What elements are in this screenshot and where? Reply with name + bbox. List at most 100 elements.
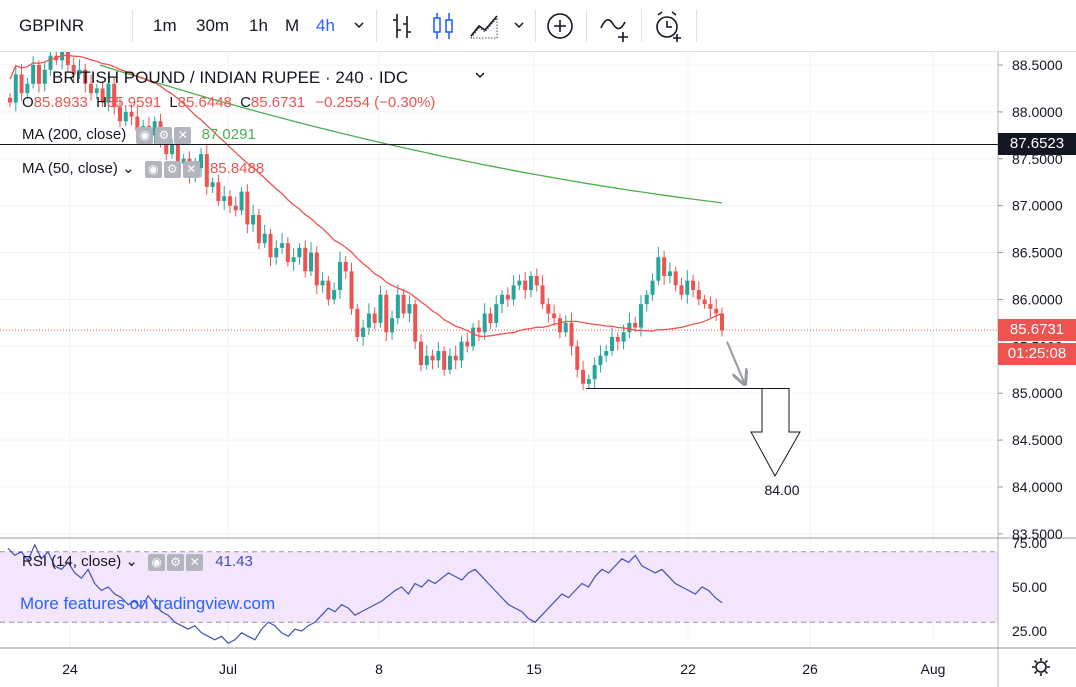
price-tick-label: 87.0000 [1012,198,1063,214]
price-tick-label: 88.0000 [1012,104,1063,120]
eye-icon[interactable]: ◉ [136,127,154,145]
add-indicator-icon[interactable] [546,0,576,52]
target-arrow-icon [750,388,801,478]
ma50-line [9,54,723,338]
candle [222,196,227,201]
interval-1h[interactable]: 1h [249,16,268,35]
candle [476,327,481,333]
toolbar-divider [696,10,697,42]
candle [511,285,516,300]
ma200-legend[interactable]: MA (200, close) ◉ ⚙ ✕ 87.0291 [22,126,256,145]
target-label: 84.00 [764,482,799,498]
ma200-label: MA (200, close) [22,126,127,143]
chevron-down-icon[interactable] [513,0,525,52]
candle [135,116,140,131]
candle [615,336,620,342]
candle [94,88,99,94]
interval-30m[interactable]: 30m [196,16,230,35]
candle [366,313,371,328]
candle [430,355,435,361]
low-value: 85.6448 [177,94,232,111]
change-value: −0.2554 (−0.30%) [315,94,436,111]
price-tick-label: 86.0000 [1012,291,1063,307]
ma50-legend[interactable]: MA (50, close) ⌄ ◉ ⚙ ✕ 85.8488 [22,159,265,179]
toolbar-divider [641,10,642,42]
bar-style-icon[interactable] [391,0,413,52]
close-label: C [240,94,251,111]
chevron-down-icon[interactable]: ⌄ [122,160,135,177]
ma200-value: 87.0291 [201,126,256,143]
candle [361,327,366,337]
candle [575,346,580,370]
interval-1m[interactable]: 1m [153,16,177,35]
candle [424,355,429,366]
close-icon[interactable]: ✕ [174,127,192,145]
candle [465,341,470,347]
candle-style-icon[interactable] [431,0,455,52]
candle [442,351,447,370]
candle [505,294,510,300]
rsi-legend[interactable]: RSI (14, close) ⌄ ◉ ⚙ ✕ 41.43 [22,552,253,572]
candle [123,111,128,122]
candle [268,233,273,258]
settings-icon[interactable] [1030,656,1052,683]
candle [604,351,609,356]
rsi-buttons: ◉ ⚙ ✕ [148,553,205,572]
gear-icon[interactable]: ⚙ [167,554,185,572]
candle [644,294,649,305]
candle [8,97,12,103]
interval-M[interactable]: M [285,16,300,35]
rsi-label: RSI (14, close) [22,553,122,570]
area-style-icon[interactable] [469,0,499,52]
candle [500,294,505,305]
candle [251,215,256,225]
candle [309,252,314,272]
watermark-link[interactable]: More features on tradingview.com [20,594,276,613]
candle [586,379,591,384]
candle [528,276,533,291]
chevron-down-icon[interactable] [474,67,486,87]
symbol-search[interactable]: GBPINR [19,16,85,35]
toolbar-divider [376,10,377,42]
candle [656,257,661,281]
candle [25,83,30,94]
rsi-band [0,551,998,623]
eye-icon[interactable]: ◉ [148,554,166,572]
projection-arrow [726,341,744,382]
candle [691,280,696,291]
chevron-down-icon[interactable]: ⌄ [125,553,138,570]
compare-icon[interactable] [599,0,633,52]
candle [326,280,331,300]
candle [83,69,88,84]
candle [685,280,690,295]
toolbar-divider [132,10,133,42]
rsi-line [7,543,723,645]
toolbar-divider [586,10,587,42]
chart-area[interactable]: 84.00 88.500088.000087.500087.000086.500… [0,52,1076,687]
hline-price-tag: 87.6523 [998,133,1076,155]
candle [280,243,285,248]
candle [610,336,615,352]
candle [19,74,24,94]
toolbar: GBPINR 1m 30m 1h M 4h [0,0,1076,52]
candle [384,294,389,333]
interval-4h[interactable]: 4h [316,16,335,35]
time-tick-label: 24 [62,661,78,677]
candle [71,65,76,75]
ma50-value: 85.8488 [209,160,265,177]
gear-icon[interactable]: ⚙ [163,161,181,179]
gear-icon[interactable]: ⚙ [155,127,173,145]
candle [216,182,221,201]
ma200-buttons: ◉ ⚙ ✕ [136,126,193,145]
candle [170,144,175,155]
eye-icon[interactable]: ◉ [144,161,162,179]
price-tick-label: 83.5000 [1012,526,1063,542]
close-icon[interactable]: ✕ [182,161,200,179]
chevron-down-icon[interactable] [353,0,365,52]
candle [378,294,383,323]
candle [638,304,643,328]
close-icon[interactable]: ✕ [186,554,204,572]
candle [199,154,204,169]
chart-title[interactable]: BRITISH POUND / INDIAN RUPEE · 240 · IDC [52,68,409,87]
alert-icon[interactable] [653,0,685,52]
